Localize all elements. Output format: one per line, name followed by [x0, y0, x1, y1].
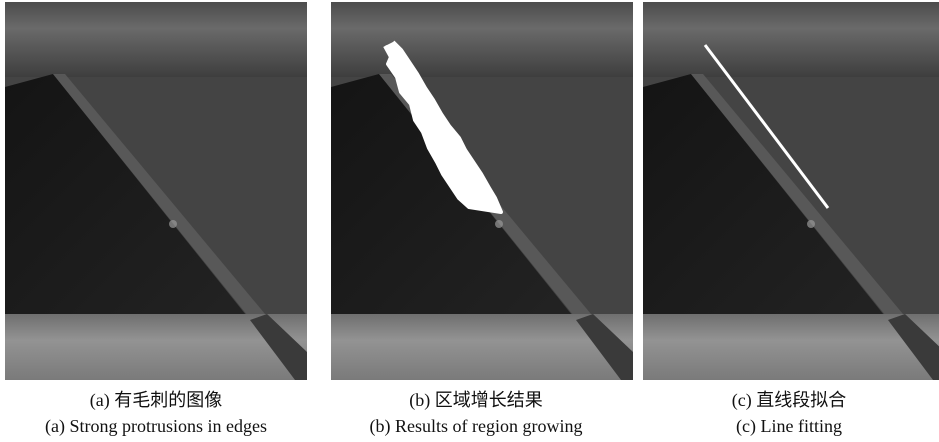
caption-cn: (a) 有毛刺的图像 — [0, 386, 316, 412]
caption-en: (a) Strong protrusions in edges — [0, 416, 316, 437]
caption-cn: (b) 区域增长结果 — [316, 386, 636, 412]
page: (a) 有毛刺的图像 (a) Strong protrusions in edg… — [0, 0, 939, 442]
caption-en: (c) Line fitting — [629, 416, 939, 437]
caption-cn: (c) 直线段拟合 — [629, 386, 939, 412]
caption-en: (b) Results of region growing — [316, 416, 636, 437]
image-b — [331, 2, 633, 380]
image-c — [643, 2, 939, 380]
scene — [643, 2, 939, 380]
scene — [5, 2, 307, 380]
image-a — [5, 2, 307, 380]
